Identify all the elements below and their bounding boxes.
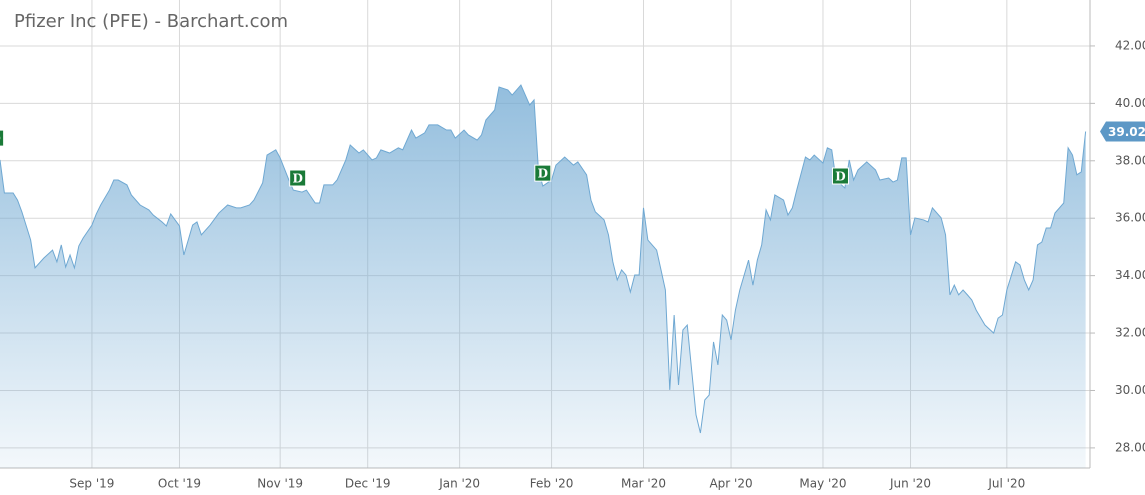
last-price-label: 39.02	[1108, 125, 1145, 139]
y-tick-label: 32.00	[1115, 326, 1145, 340]
x-tick-label: Nov '19	[257, 477, 303, 491]
x-tick-label: Feb '20	[530, 477, 574, 491]
y-tick-label: 30.00	[1115, 383, 1145, 397]
line	[0, 84, 1087, 434]
x-tick-label: May '20	[799, 477, 846, 491]
y-tick-label: 42.00	[1115, 38, 1145, 52]
x-tick-label: Jan '20	[438, 477, 480, 491]
x-tick-label: Sep '19	[69, 477, 114, 491]
x-tick-label: Oct '19	[158, 477, 201, 491]
chart-title: Pfizer Inc (PFE) - Barchart.com	[14, 11, 288, 32]
y-tick-label: 36.00	[1115, 211, 1145, 225]
dividend-marker	[0, 129, 5, 147]
last-price-tag	[1100, 121, 1145, 142]
x-tick-label: Jul '20	[987, 477, 1025, 491]
dividend-marker	[534, 164, 552, 182]
y-tick-label: 28.00	[1115, 440, 1145, 454]
x-tick-label: Dec '19	[345, 477, 391, 491]
dividend-label: D	[0, 132, 1, 146]
area	[0, 84, 1086, 468]
y-tick-label: 40.00	[1115, 96, 1145, 110]
dividend-marker	[289, 169, 307, 187]
y-tick-label: 34.00	[1115, 268, 1145, 282]
overlay: 28.00 30.00 32.00 34.00 36.00 38.00 40.00 42.00…	[69, 38, 1145, 491]
dividend-label: D	[835, 170, 845, 184]
dividend-label: D	[292, 172, 302, 186]
dividend-marker	[831, 167, 849, 185]
x-tick-label: Apr '20	[709, 477, 752, 491]
dividend-label: D	[538, 167, 548, 181]
y-tick-label: 38.00	[1115, 153, 1145, 167]
x-tick-label: Mar '20	[621, 477, 666, 491]
x-tick-label: Jun '20	[889, 477, 931, 491]
plot-area: D D D D	[0, 84, 1087, 468]
